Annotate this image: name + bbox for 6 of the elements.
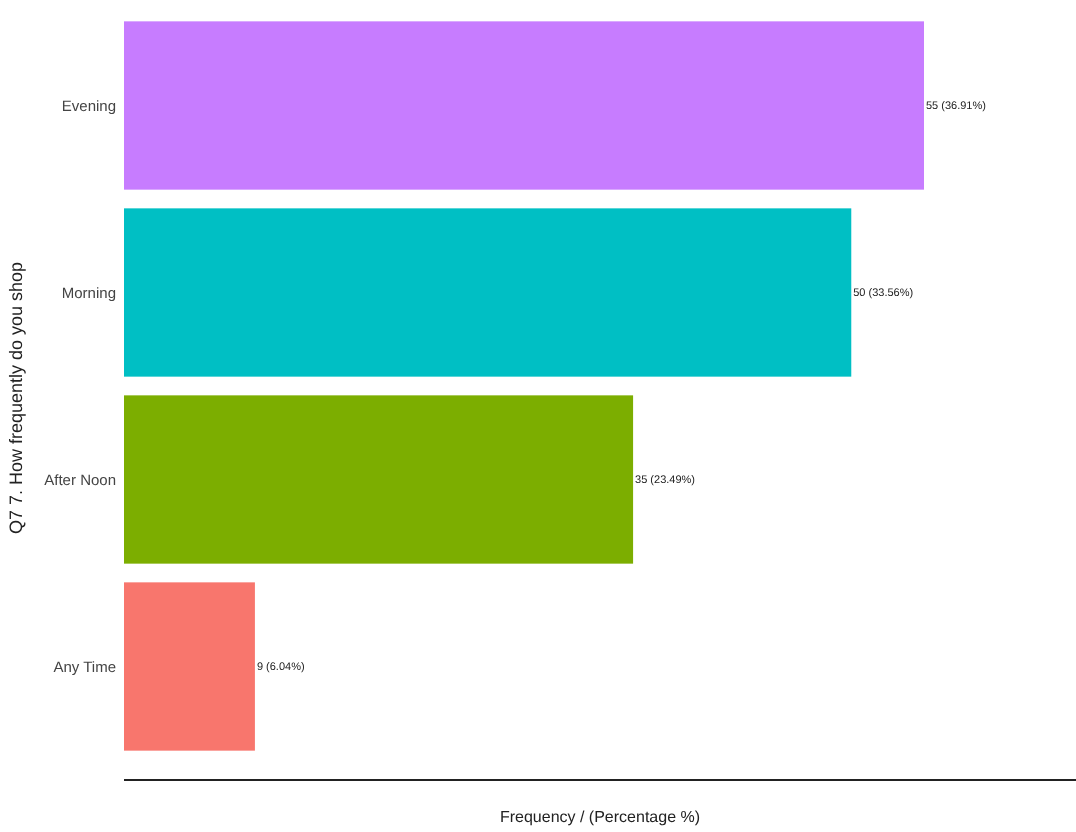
y-axis-title: Q7 7. How frequently do you shop — [6, 261, 26, 535]
bar — [124, 21, 924, 190]
bar — [124, 208, 852, 377]
bar — [124, 395, 634, 564]
x-axis-title: Frequency / (Percentage %) — [499, 808, 701, 826]
bar — [124, 582, 255, 751]
